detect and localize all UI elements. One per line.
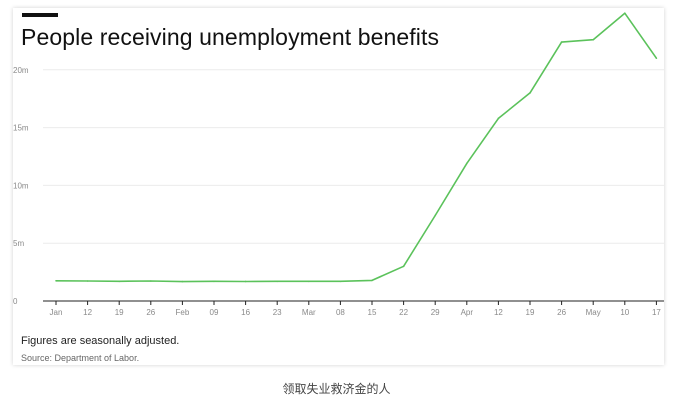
series-line (55, 12, 658, 283)
data-point (560, 41, 563, 43)
data-point (244, 280, 247, 283)
y-tick-label: 10m (13, 181, 29, 190)
y-tick-label: 15m (13, 124, 29, 133)
x-tick-label: 26 (146, 308, 155, 317)
chart-card: People receiving unemployment benefits 0… (13, 8, 664, 365)
image-caption: 领取失业救济金的人 (282, 382, 391, 396)
x-tick-label: 10 (620, 308, 629, 317)
data-point (55, 279, 57, 282)
x-tick-label: 19 (115, 308, 124, 317)
x-tick-label: 23 (273, 308, 282, 317)
x-tick-label: 17 (652, 308, 661, 317)
data-point (276, 280, 279, 283)
x-tick-label: 12 (83, 308, 92, 317)
accent-bar (22, 13, 58, 17)
x-tick-label: 19 (526, 308, 535, 317)
data-point (466, 162, 468, 165)
x-tick-label: May (586, 308, 601, 317)
x-tick-label: 08 (336, 308, 345, 317)
data-point (150, 280, 152, 282)
data-point (213, 280, 215, 283)
data-point (308, 280, 310, 283)
x-tick-label: 15 (368, 308, 377, 317)
data-point (402, 265, 405, 268)
data-point (529, 92, 531, 94)
y-tick-label: 20m (13, 66, 29, 75)
x-tick-label: 26 (557, 308, 566, 317)
data-point (371, 279, 373, 282)
x-tick-label: 29 (431, 308, 440, 317)
data-point (497, 117, 500, 120)
y-tick-label: 0 (13, 297, 18, 306)
line-chart: 0 5m 10m 15m 20m Jan 12 19 26 Feb 09 16 23 Mar 08 15 22 2… (13, 12, 664, 317)
data-point (624, 12, 626, 14)
chart-title: People receiving unemployment benefits (21, 24, 440, 50)
y-tick-label: 5m (13, 239, 24, 248)
x-tick-label: Apr (461, 308, 474, 317)
data-point (339, 280, 342, 283)
data-point (118, 280, 120, 283)
x-tick-label: Feb (176, 308, 190, 317)
x-tick-label: 09 (210, 308, 219, 317)
data-point (86, 280, 89, 282)
data-point (655, 57, 658, 60)
x-tick-label: 16 (241, 308, 250, 317)
x-tick-label: Jan (50, 308, 63, 317)
data-point (592, 38, 594, 41)
data-point (434, 214, 437, 217)
x-tick-label: 22 (399, 308, 408, 317)
x-tick-label: Mar (302, 308, 316, 317)
source-note: Source: Department of Labor. (21, 353, 140, 363)
x-tick-label: 12 (494, 308, 503, 317)
data-point (181, 280, 184, 283)
footnote: Figures are seasonally adjusted. (21, 335, 180, 347)
